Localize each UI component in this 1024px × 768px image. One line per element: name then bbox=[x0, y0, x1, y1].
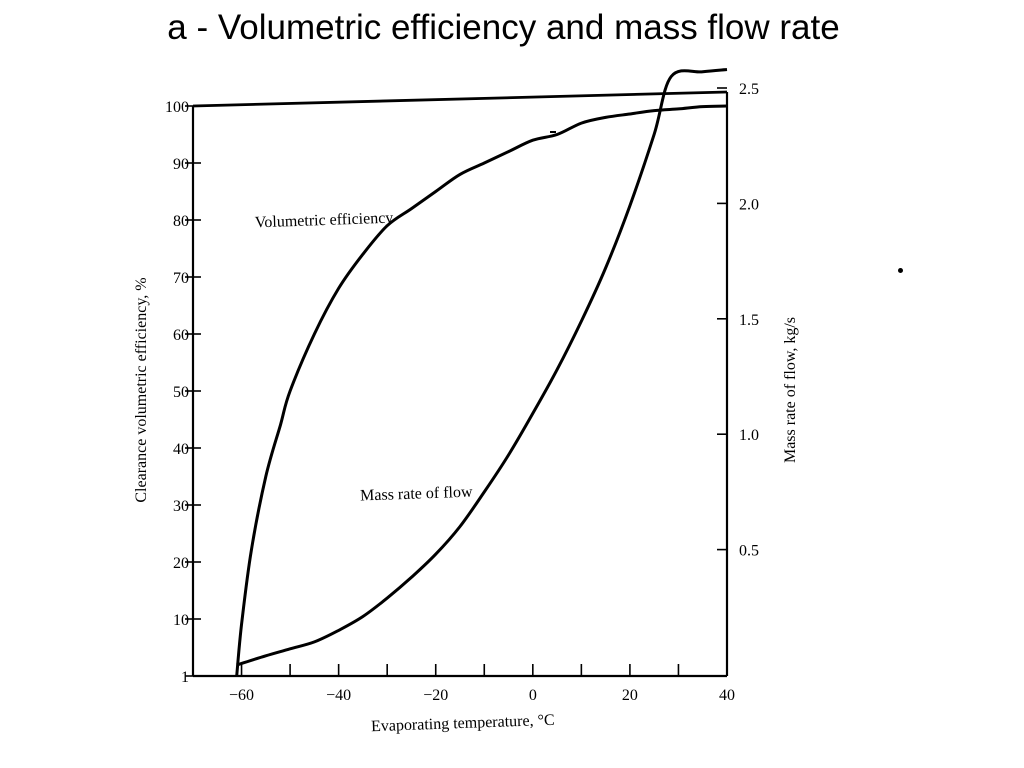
y-axis-title: Clearance volumetric efficiency, % bbox=[133, 277, 150, 502]
y-tick-label: 20 bbox=[173, 555, 189, 572]
x-tick-label: −60 bbox=[229, 687, 254, 704]
x-axis-title: Evaporating temperature, °C bbox=[371, 712, 555, 735]
stray-mark bbox=[898, 268, 903, 273]
mass-flow-curve bbox=[236, 68, 728, 667]
chart-axes bbox=[191, 90, 729, 678]
y-tick-label: 90 bbox=[173, 156, 189, 173]
y-tick-label: 30 bbox=[173, 498, 189, 515]
y2-tick-label: 1.0 bbox=[739, 427, 759, 444]
y-tick-label: 60 bbox=[173, 327, 189, 344]
x-tick-label: 40 bbox=[719, 687, 735, 704]
y2-tick-label: 2.5 bbox=[739, 81, 759, 98]
y-tick-label: 10 bbox=[173, 612, 189, 629]
x-tick-label: −20 bbox=[423, 687, 448, 704]
annotation-mass-rate-of-flow: Mass rate of flow bbox=[360, 484, 473, 505]
x-tick-label: −40 bbox=[326, 687, 351, 704]
volumetric-efficiency-curve bbox=[235, 104, 728, 677]
x-tick-label: 20 bbox=[622, 687, 638, 704]
y2-tick-label: 0.5 bbox=[739, 543, 759, 560]
chart-ticks: 100 90 80 70 60 50 40 30 20 10 1 2.5 2.0 1.5 1.0 0.5 −60… bbox=[165, 81, 759, 704]
annotation-volumetric-efficiency: Volumetric efficiency bbox=[255, 210, 394, 232]
y2-axis-title: Mass rate of flow, kg/s bbox=[782, 317, 799, 463]
chart-series bbox=[235, 68, 728, 677]
y2-tick-label: 1.5 bbox=[739, 312, 759, 329]
y2-tick-label: 2.0 bbox=[739, 196, 759, 213]
slide-title: a - Volumetric efficiency and mass flow … bbox=[167, 8, 840, 47]
y-tick-label: 80 bbox=[173, 213, 189, 230]
y-tick-label: 1 bbox=[181, 669, 189, 686]
y-tick-label: 50 bbox=[173, 384, 189, 401]
y-tick-label: 100 bbox=[165, 99, 189, 116]
top-border-line bbox=[192, 90, 728, 108]
x-tick-label: 0 bbox=[529, 687, 537, 704]
y-tick-label: 40 bbox=[173, 441, 189, 458]
chart-labels: Volumetric efficiency Mass rate of flow Ev… bbox=[133, 210, 799, 736]
y-tick-label: 70 bbox=[173, 270, 189, 287]
stray-mark bbox=[550, 131, 556, 133]
